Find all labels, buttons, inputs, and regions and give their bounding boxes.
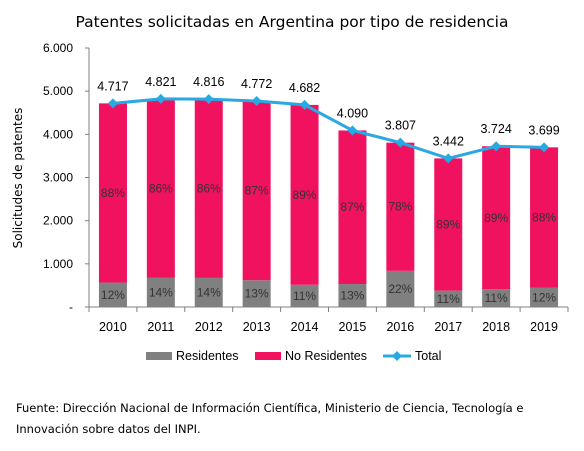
segment-label: 11%	[485, 291, 508, 305]
x-tick-label: 2011	[147, 320, 174, 334]
legend-marker-total	[392, 351, 402, 361]
legend-swatch-no-residentes	[255, 352, 281, 360]
segment-label: 86%	[197, 182, 221, 196]
bar-no-residentes	[242, 101, 271, 281]
bar-residentes	[434, 290, 463, 307]
total-point	[539, 142, 550, 153]
legend: Residentes No Residentes Total	[146, 349, 441, 363]
axes	[85, 47, 569, 312]
segment-label: 13%	[340, 289, 364, 303]
total-point	[251, 96, 262, 107]
segment-label: 89%	[293, 188, 317, 202]
total-data-label: 3.724	[481, 122, 512, 136]
bar-no-residentes	[146, 98, 175, 278]
total-point	[107, 98, 118, 109]
total-data-label: 4.090	[337, 106, 368, 120]
y-tick-label: -	[69, 300, 73, 314]
total-point	[491, 141, 502, 152]
segment-label: 88%	[101, 186, 125, 200]
y-tick-label: 5.000	[43, 84, 73, 98]
bar-residentes	[242, 280, 271, 307]
total-point	[155, 93, 166, 104]
segment-label: 12%	[532, 290, 556, 304]
bar-no-residentes	[194, 99, 223, 278]
bars	[98, 98, 559, 307]
segment-label: 11%	[293, 289, 316, 303]
bar-residentes	[146, 277, 175, 307]
bar-residentes	[530, 287, 559, 307]
x-tick-label: 2016	[386, 320, 414, 334]
legend-label-residentes: Residentes	[176, 349, 239, 363]
chart-title: Patentes solicitadas en Argentina por ti…	[76, 13, 509, 31]
segment-label: 87%	[340, 200, 364, 214]
x-tick-label: 2010	[99, 320, 127, 334]
total-data-label: 3.442	[433, 134, 464, 148]
bar-no-residentes	[434, 158, 463, 291]
segment-label: 12%	[101, 288, 125, 302]
segment-label: 14%	[149, 285, 173, 299]
y-tick-label: 2.000	[43, 214, 73, 228]
total-data-label: 4.682	[289, 81, 320, 95]
bar-no-residentes	[530, 147, 559, 288]
segment-label: 86%	[149, 181, 173, 195]
source-line-1: Fuente: Dirección Nacional de Informació…	[16, 401, 524, 415]
total-data-label: 3.699	[528, 123, 559, 137]
bar-residentes	[386, 270, 415, 307]
segment-label: 89%	[436, 218, 460, 232]
x-axis-ticks: 2010 2011 2012 2013 2014 2015 2016 2017 2018 2019	[99, 320, 558, 334]
segment-label: 14%	[197, 285, 221, 299]
segment-label: 89%	[484, 211, 508, 225]
segment-label: 78%	[388, 200, 412, 214]
bar-residentes	[290, 284, 319, 307]
total-point	[299, 99, 310, 110]
total-data-label: 4.717	[97, 79, 128, 93]
total-point	[347, 125, 358, 136]
source-line-2: Innovación sobre datos del INPI.	[16, 422, 201, 436]
total-data-label: 4.772	[241, 77, 272, 91]
legend-label-total: Total	[415, 349, 441, 363]
total-data-label: 4.821	[145, 75, 176, 89]
total-data-label: 4.816	[193, 75, 224, 89]
total-point	[203, 94, 214, 105]
bar-residentes	[482, 289, 511, 307]
segment-label: 11%	[437, 292, 460, 306]
x-tick-label: 2019	[530, 320, 558, 334]
source-note: Fuente: Dirección Nacional de Informació…	[16, 398, 576, 440]
segment-label: 87%	[245, 184, 269, 198]
y-axis-ticks: - 1.000 2.000 3.000 4.000 5.000 6.000	[43, 41, 73, 314]
total-data-label: 3.807	[385, 119, 416, 133]
x-tick-label: 2018	[482, 320, 510, 334]
segment-label: 13%	[245, 287, 269, 301]
bar-residentes	[98, 282, 127, 307]
bar-no-residentes	[98, 103, 127, 283]
x-tick-label: 2014	[291, 320, 319, 334]
x-tick-label: 2015	[339, 320, 367, 334]
y-tick-label: 6.000	[43, 41, 73, 55]
bar-no-residentes	[482, 146, 511, 290]
total-series-line	[112, 97, 545, 160]
legend-swatch-residentes	[146, 352, 172, 360]
segment-label: 22%	[388, 282, 412, 296]
bar-no-residentes	[338, 130, 367, 285]
chart: Patentes solicitadas en Argentina por ti…	[11, 13, 569, 363]
total-point	[395, 137, 406, 148]
y-axis-label: Solicitudes de patentes	[11, 108, 25, 249]
y-tick-label: 4.000	[43, 127, 73, 141]
bar-no-residentes	[290, 104, 319, 285]
y-tick-label: 1.000	[43, 257, 73, 271]
legend-label-no-residentes: No Residentes	[285, 349, 367, 363]
bar-residentes	[338, 284, 367, 307]
bar-residentes	[194, 277, 223, 307]
total-line: 4.717 4.821 4.816 4.772 4.682 4.090 3.807 3.442…	[97, 75, 560, 164]
x-tick-label: 2017	[434, 320, 462, 334]
bar-no-residentes	[386, 142, 415, 271]
segment-label: 88%	[532, 211, 556, 225]
y-tick-label: 3.000	[43, 171, 73, 185]
segment-labels: 12% 88% 14% 86% 14% 86% 13% 87% 11% 89% 13% 87% 22% 7…	[101, 181, 556, 305]
x-tick-label: 2012	[195, 320, 223, 334]
x-tick-label: 2013	[243, 320, 271, 334]
total-point	[443, 153, 454, 164]
